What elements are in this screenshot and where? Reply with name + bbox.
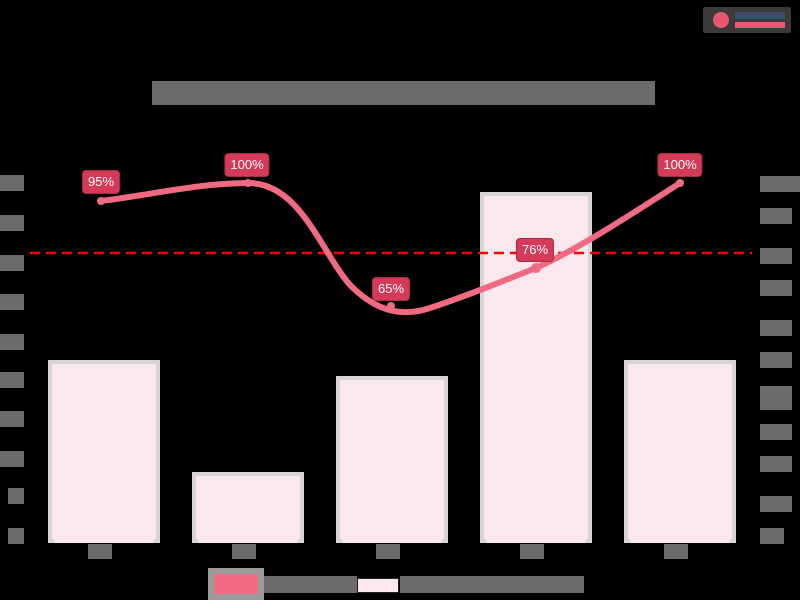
data-label: 76% (515, 238, 555, 262)
data-label: 100% (657, 153, 703, 177)
line-series (98, 179, 683, 316)
left-axis-tick-label (8, 488, 24, 504)
left-axis-tick-label (0, 334, 24, 350)
right-axis-tick-label (760, 456, 792, 472)
left-axis-tick-label (8, 528, 24, 544)
left-axis-tick-label (0, 255, 24, 271)
bar (48, 360, 160, 543)
legend-swatch-line[interactable] (208, 568, 264, 600)
chart-title (152, 81, 655, 105)
data-label: 95% (81, 170, 121, 194)
left-axis-tick-label (0, 451, 24, 467)
right-axis-tick-label (760, 424, 792, 440)
x-axis-tick-label (88, 544, 112, 559)
legend-swatch-bar[interactable] (357, 578, 399, 593)
data-label: 65% (371, 277, 411, 301)
logo-text-top (735, 12, 785, 19)
left-axis-tick-label (0, 294, 24, 310)
x-axis-tick-label (520, 544, 544, 559)
left-axis-tick-label (0, 175, 24, 191)
bar (192, 472, 304, 543)
legend-label-line[interactable] (264, 576, 357, 593)
line-point (531, 263, 541, 273)
line-point (676, 179, 684, 187)
line-point (387, 302, 395, 310)
logo-mark-icon (713, 12, 729, 28)
line-point (97, 197, 105, 205)
x-axis-tick-label (232, 544, 256, 559)
right-axis-tick-label (760, 496, 792, 512)
left-axis-tick-label (0, 411, 24, 427)
brand-logo (703, 7, 791, 33)
right-axis-tick-label (760, 176, 800, 192)
right-axis-tick-label (760, 528, 784, 544)
left-axis-tick-label (0, 372, 24, 388)
data-label: 100% (224, 153, 270, 177)
right-axis-tick-label (760, 320, 792, 336)
bar (336, 376, 448, 543)
right-axis-tick-label (760, 248, 792, 264)
left-axis-tick-label (0, 215, 24, 231)
right-axis-tick-label (760, 352, 792, 368)
x-axis-tick-label (376, 544, 400, 559)
right-axis-tick-label (760, 208, 792, 224)
logo-text-bottom (735, 22, 785, 28)
right-axis-tick-label (760, 386, 792, 410)
line-point (244, 179, 252, 187)
x-axis-tick-label (664, 544, 688, 559)
legend (208, 568, 584, 600)
right-axis-tick-label (760, 280, 792, 296)
legend-label-bar[interactable] (400, 576, 584, 593)
bar (624, 360, 736, 543)
